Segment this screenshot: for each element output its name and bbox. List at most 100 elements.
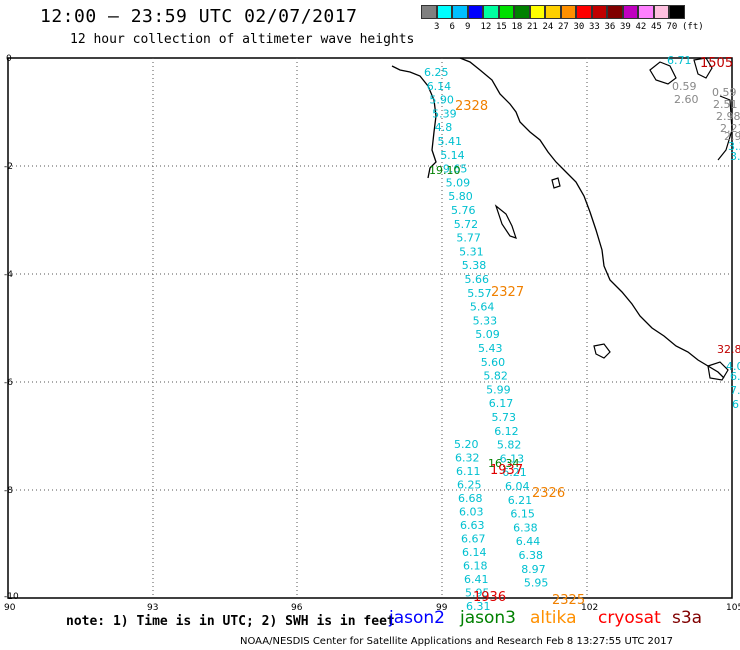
color-scale-label: 9 [465,22,471,32]
color-scale-labels: 3 6 9 12 15 18 21 24 27 30 33 36 39 42 45 70 (ft) [421,22,740,34]
y-tick-label: -4 [4,270,13,280]
swh-label: 6.11 [456,465,481,478]
swh-label: 2.51 [713,98,738,111]
swh-label: 6.15 [510,508,535,521]
color-swatch [545,5,561,19]
island [494,204,517,239]
pass-id-altika: 2328 [455,99,488,114]
swh-label: 6.38 [513,521,538,534]
swh-label: 6. [730,370,740,383]
color-swatch [653,5,669,19]
color-scale-label: 6 [449,22,455,32]
color-scale-label: 15 [496,22,507,32]
swh-label: 5.82 [483,370,508,383]
color-scale-label: 18 [511,22,523,32]
swh-label: 5.72 [454,218,479,231]
swh-label: 6.44 [516,535,541,548]
swh-label: 6.04 [505,480,530,493]
swh-label: 6.41 [464,573,489,586]
x-tick-label: 93 [147,603,158,613]
swh-label: 5.57 [467,287,492,300]
y-tick-label: -8 [4,486,13,496]
pass-id-altika: 2325 [552,593,585,608]
pass-id-cryosat: 32.8 [717,343,740,356]
color-scale-label: 45 [651,22,662,32]
color-scale-label: 42 [635,22,647,32]
island [593,343,611,359]
swh-label: 5.09 [475,328,500,341]
color-swatch [514,5,530,19]
island [551,177,561,189]
x-tick-label: 99 [436,603,448,613]
pass-id-altika: 2326 [532,486,565,501]
swh-label: 6.63 [460,519,485,532]
swh-label: 5.14 [440,149,465,162]
swh-label: 0.59 [672,80,697,93]
y-tick-label: -6 [4,378,13,388]
swh-label: 5.31 [459,245,484,258]
swh-label: 4.0 [726,360,740,373]
swh-label: 2.9 [724,130,740,143]
swh-label-jason3: 19.10 [429,164,461,177]
swh-label: 6.71 [667,54,692,67]
x-tick-label: 90 [4,603,16,613]
swh-label: 6.25 [457,479,482,492]
swh-label: 5.41 [438,135,463,148]
swh-label: 6.31 [466,600,491,613]
legend-item-jason3: jason3 [460,608,516,628]
swh-label: 5.82 [497,439,522,452]
swh-label: 5.95 [524,577,549,590]
legend-item-cryosat: cryosat [598,608,661,628]
x-tick-label: 105 [726,603,740,613]
coastline-east [717,95,733,161]
island [693,57,713,79]
swh-label: 3.3 [728,140,740,153]
color-scale-label: 33 [589,22,600,32]
legend-item-s3a: s3a [672,608,703,628]
color-swatch [622,5,638,19]
swh-label: 5.39 [432,107,457,120]
color-scale-label: 30 [573,22,585,32]
y-tick-label: 0 [6,54,12,64]
swh-label: 4.8 [435,121,453,134]
swh-label: 5.99 [486,383,511,396]
map-frame [7,57,733,599]
page-title: 12:00 — 23:59 UTC 02/07/2017 [40,6,358,27]
color-scale-label: 36 [604,22,616,32]
swh-label: 5.64 [470,301,495,314]
swh-label: 5.76 [451,204,476,217]
x-tick-label: 96 [291,603,303,613]
credit-footer: NOAA/NESDIS Center for Satellite Applica… [240,636,673,647]
color-swatch [560,5,576,19]
color-scale-label: 12 [480,22,492,32]
swh-label: 7. [730,384,740,397]
units-note: note: 1) Time is in UTC; 2) SWH is in fe… [66,614,395,629]
swh-label: 6.38 [519,549,544,562]
swh-label: 6.25 [424,66,449,79]
color-swatch [421,5,437,19]
y-tick-label: -2 [4,162,13,172]
pass-id-cryosat: 1937 [490,463,523,478]
color-swatch [467,5,483,19]
swh-label: 5.90 [429,94,454,107]
swh-label: 5.77 [456,232,481,245]
color-swatch [669,5,685,19]
swh-label: 5.80 [448,190,473,203]
color-swatch [607,5,623,19]
swh-label-jason3: 16.34 [488,457,520,470]
swh-label: 2.98 [716,110,740,123]
legend-item-altika: altika [530,608,577,628]
swh-label: 6.21 [508,494,533,507]
swh-label: 6.14 [427,80,452,93]
color-scale-label: 70 [666,22,678,32]
color-scale-label: 21 [527,22,538,32]
y-tick-label: -10 [4,592,19,602]
color-swatch [498,5,514,19]
swh-label: 2.21 [720,122,740,135]
swh-label: 5.33 [473,314,498,327]
coastline-peninsula [391,65,437,179]
swh-label: 5.38 [462,259,487,272]
color-swatch [436,5,452,19]
color-scale-label: 24 [542,22,554,32]
